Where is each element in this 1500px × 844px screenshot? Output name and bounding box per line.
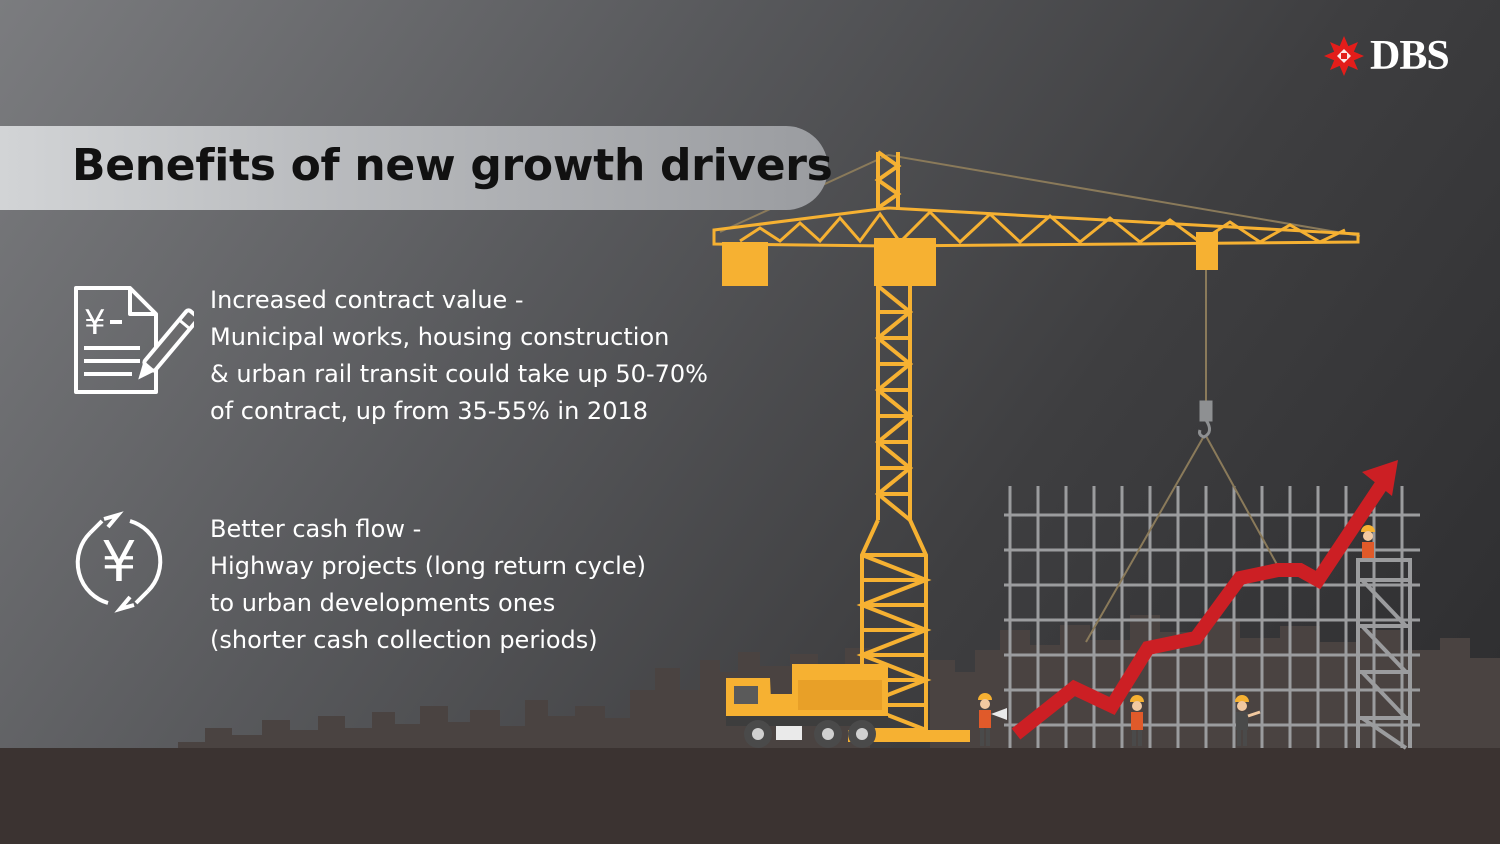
- svg-text:¥: ¥: [84, 303, 106, 343]
- benefit-line: to urban developments ones: [210, 589, 556, 617]
- crane-hook: [1198, 400, 1213, 439]
- benefit-line: & urban rail transit could take up 50-70…: [210, 360, 708, 388]
- dbs-logo-text: DBS: [1370, 33, 1450, 79]
- crane-cables: [719, 154, 1361, 643]
- benefit-line: Highway projects (long return cycle): [210, 552, 646, 580]
- svg-text:¥: ¥: [101, 530, 137, 595]
- benefit-line: of contract, up from 35-55% in 2018: [210, 397, 649, 425]
- benefit-line: (shorter cash collection periods): [210, 626, 598, 654]
- benefit-heading: Increased contract value -: [210, 286, 524, 314]
- yuan-cycle-icon: ¥: [75, 511, 163, 613]
- construction-worker: [1361, 525, 1375, 558]
- dump-truck: [726, 664, 888, 748]
- dbs-star-icon: [1324, 36, 1364, 76]
- scaffold-tower: [1356, 558, 1412, 750]
- construction-worker: [978, 693, 1007, 746]
- benefit-heading: Better cash flow -: [210, 515, 422, 543]
- page-title: Benefits of new growth drivers: [72, 140, 833, 191]
- growth-arrow: [1011, 460, 1398, 740]
- construction-worker: [1235, 695, 1261, 746]
- crane-jib: [712, 206, 1360, 248]
- dbs-logo: DBS: [1324, 33, 1450, 79]
- ground: [0, 748, 1500, 844]
- title-banner: [0, 126, 828, 210]
- benefit-line: Municipal works, housing construction: [210, 323, 670, 351]
- construction-worker: [1130, 695, 1144, 746]
- yuen-contract-pen-icon: ¥: [74, 286, 194, 394]
- benefit-cash-flow: Better cash flow - Highway projects (lon…: [210, 511, 646, 659]
- benefit-contract-value: Increased contract value - Municipal wor…: [210, 282, 708, 430]
- tower-crane: [712, 150, 1360, 742]
